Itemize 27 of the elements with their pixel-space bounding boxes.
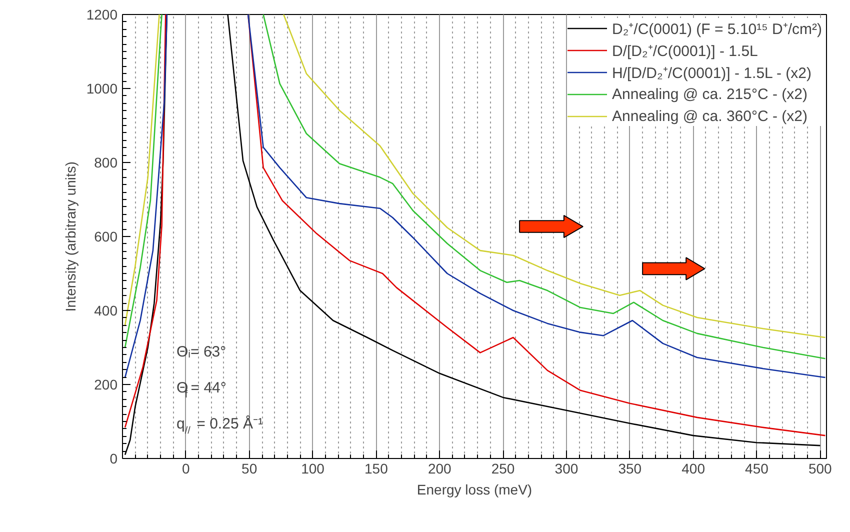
x-tick-label: 150 bbox=[364, 460, 388, 476]
x-tick-label: 300 bbox=[554, 460, 578, 476]
x-tick-label: 500 bbox=[808, 460, 832, 476]
x-tick-label: 200 bbox=[428, 460, 452, 476]
x-tick-label: 100 bbox=[301, 460, 325, 476]
x-axis-title: Energy loss (meV) bbox=[416, 482, 532, 498]
x-tick-label: 250 bbox=[491, 460, 515, 476]
x-tick-label: 350 bbox=[618, 460, 642, 476]
annotation: q// = 0.25 Å⁻¹ bbox=[176, 414, 263, 436]
annotation: Θᵢ= 63° bbox=[176, 344, 226, 360]
y-tick-label: 1200 bbox=[86, 6, 118, 22]
x-tick-label: 400 bbox=[682, 460, 706, 476]
legend-label: H/[D/D₂⁺/C(0001)] - 1.5L - (x2) bbox=[612, 64, 812, 82]
y-tick-label: 400 bbox=[94, 302, 118, 318]
y-tick-label: 0 bbox=[110, 450, 118, 466]
x-tick-label: 0 bbox=[182, 460, 190, 476]
legend-label: D/[D₂⁺/C(0001)] - 1.5L bbox=[612, 42, 758, 60]
x-tick-label: 450 bbox=[745, 460, 769, 476]
y-tick-label: 200 bbox=[94, 376, 118, 392]
legend-label: Annealing @ ca. 360°C - (x2) bbox=[612, 108, 808, 124]
y-tick-label: 800 bbox=[94, 154, 118, 170]
y-axis-title: Intensity (arbitrary units) bbox=[62, 161, 78, 312]
y-tick-label: 1000 bbox=[86, 80, 118, 96]
x-tick-label: 50 bbox=[242, 460, 258, 476]
y-tick-label: 600 bbox=[94, 228, 118, 244]
legend-label: D₂⁺/C(0001) (F = 5.10¹⁵ D⁺/cm²) bbox=[612, 20, 822, 38]
legend-label: Annealing @ ca. 215°C - (x2) bbox=[612, 86, 808, 102]
